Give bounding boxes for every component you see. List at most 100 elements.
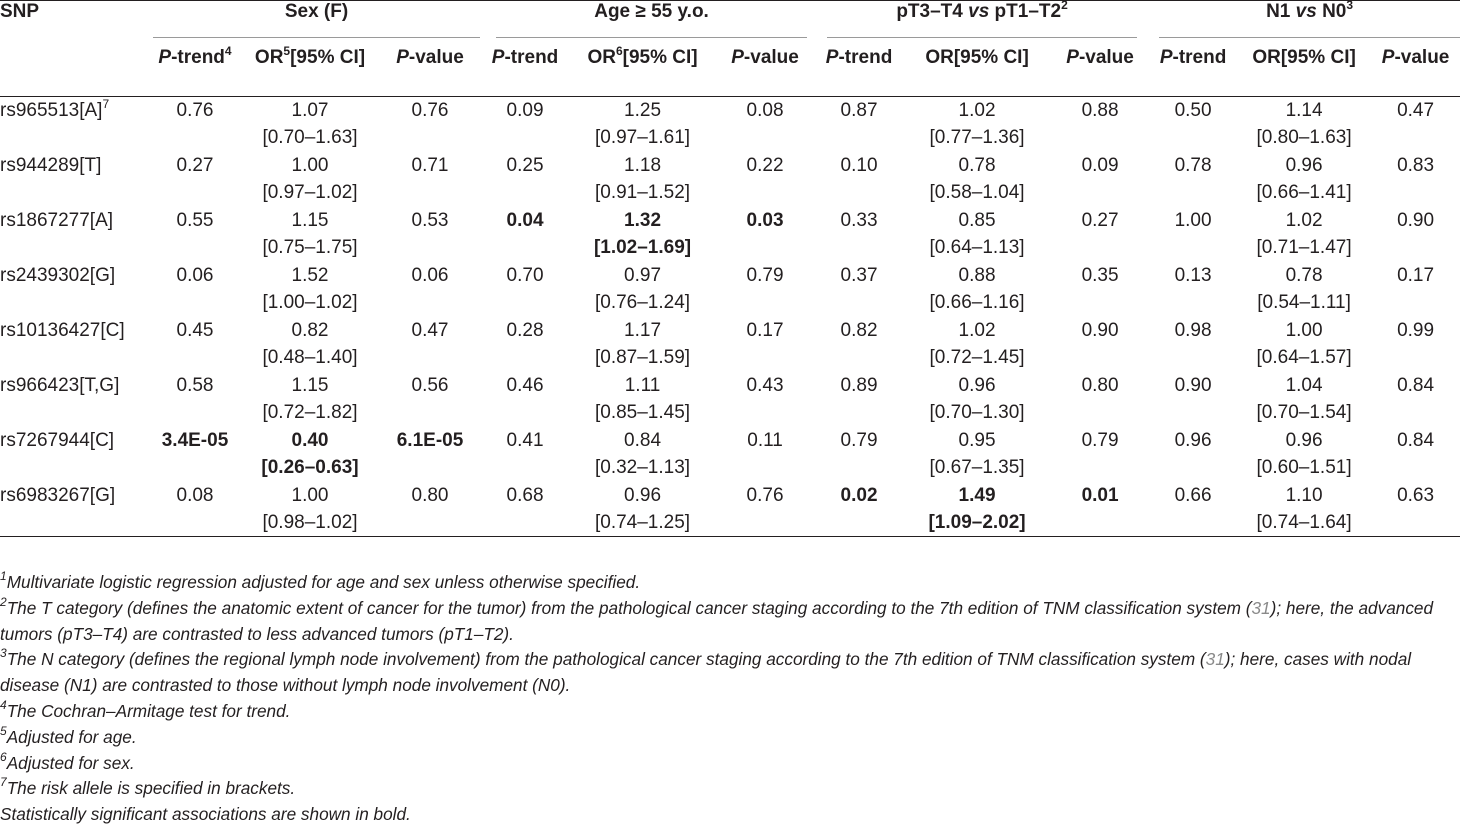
or-ci-cell: 1.02 [0.71–1.47] (1237, 207, 1371, 262)
or-ci-cell: 1.18 [0.91–1.52] (570, 152, 715, 207)
pvalue-cell: 0.76 (411, 100, 449, 121)
odds-ratio: 0.84 (624, 429, 662, 451)
ptrend-cell: 0.46 (506, 374, 544, 396)
pvalue-cell: 0.56 (411, 374, 449, 396)
or-ci-cell: 1.00 [0.97–1.02] (240, 152, 380, 207)
or-ci-cell: 1.00 [0.98–1.02] (240, 482, 380, 537)
pvalue-cell: 0.79 (746, 264, 784, 286)
group-header-row: SNP Sex (F) Age ≥ 55 y.o. pT3–T4 vs pT1–… (0, 0, 1460, 47)
snp-header: SNP (0, 1, 40, 22)
ptrend-cell: 0.06 (176, 264, 214, 286)
or-ci-cell: 1.10 [0.74–1.64] (1237, 482, 1371, 537)
or-ci-cell: 1.04 [0.70–1.54] (1237, 372, 1371, 427)
odds-ratio: 0.85 (958, 209, 996, 231)
or-ci-cell: 0.88 [0.66–1.16] (903, 262, 1051, 317)
ptrend-cell: 0.68 (506, 484, 544, 506)
group-header-sex: Sex (F) (150, 1, 481, 47)
group-header-age: Age ≥ 55 y.o. (480, 1, 815, 47)
reference-link[interactable]: 31 (1205, 649, 1225, 670)
snp-cell: rs1867277[A] (0, 209, 114, 231)
subheader-ptrend: P-trend (1159, 46, 1227, 68)
confidence-interval: [0.64–1.57] (1256, 346, 1352, 368)
subheader-or: OR6[95% CI] (587, 43, 698, 68)
or-ci-cell: 0.96 [0.60–1.51] (1237, 427, 1371, 482)
table-row: rs6983267[G] 0.08 1.00 [0.98–1.02] 0.80 0.68 0… (0, 482, 1460, 537)
footnote: 3The N category (defines the regional ly… (0, 646, 1412, 696)
odds-ratio: 1.15 (291, 374, 329, 396)
pvalue-cell: 0.17 (746, 319, 784, 341)
ptrend-cell: 0.98 (1174, 319, 1212, 341)
or-ci-cell: 0.85 [0.64–1.13] (903, 207, 1051, 262)
snp-cell: rs2439302[G] (0, 264, 116, 286)
pvalue-cell: 0.17 (1397, 264, 1435, 286)
table-row: rs2439302[G] 0.06 1.52 [1.00–1.02] 0.06 0.70 0… (0, 262, 1460, 317)
or-ci-cell: 1.07 [0.70–1.63] (240, 97, 380, 152)
snp-cell: rs7267944[C] (0, 429, 115, 451)
confidence-interval: [0.72–1.82] (262, 401, 358, 423)
pvalue-cell: 0.80 (1081, 374, 1119, 396)
ptrend-cell: 0.55 (176, 209, 214, 231)
snp-cell: rs965513[A]7 (0, 97, 110, 121)
odds-ratio: 1.32 (624, 209, 662, 231)
pvalue-cell: 0.90 (1081, 319, 1119, 341)
confidence-interval: [1.00–1.02] (262, 291, 358, 313)
odds-ratio: 1.10 (1285, 484, 1323, 506)
snp-cell: rs966423[T,G] (0, 374, 120, 396)
or-ci-cell: 1.15 [0.72–1.82] (240, 372, 380, 427)
pvalue-cell: 0.43 (746, 374, 784, 396)
footnote: 2The T category (defines the anatomic ex… (0, 594, 1434, 644)
confidence-interval: [0.87–1.59] (594, 346, 691, 368)
or-ci-cell: 1.15 [0.75–1.75] (240, 207, 380, 262)
or-ci-cell: 0.96 [0.74–1.25] (570, 482, 715, 537)
subheader-ptrend: P-trend4 (158, 43, 232, 68)
ptrend-cell: 0.09 (506, 100, 544, 121)
odds-ratio: 1.17 (624, 319, 662, 341)
pvalue-cell: 0.53 (411, 209, 449, 231)
ptrend-cell: 0.79 (840, 429, 878, 451)
odds-ratio: 0.82 (291, 319, 329, 341)
reference-link[interactable]: 31 (1251, 597, 1271, 618)
table-row: rs944289[T] 0.27 1.00 [0.97–1.02] 0.71 0.25 1.… (0, 152, 1460, 207)
confidence-interval: [0.66–1.41] (1256, 181, 1352, 203)
pvalue-cell: 0.11 (747, 429, 783, 451)
odds-ratio: 1.49 (958, 484, 996, 506)
or-ci-cell: 0.95 [0.67–1.35] (903, 427, 1051, 482)
footnote: 1Multivariate logistic regression adjust… (0, 569, 641, 592)
ptrend-cell: 0.02 (840, 484, 878, 506)
confidence-interval: [1.09–2.02] (928, 511, 1026, 533)
pvalue-cell: 0.71 (411, 154, 449, 176)
pvalue-cell: 0.83 (1397, 154, 1435, 176)
confidence-interval: [0.75–1.75] (262, 236, 358, 258)
confidence-interval: [0.26–0.63] (261, 456, 359, 478)
or-ci-cell: 1.25 [0.97–1.61] (570, 97, 715, 152)
ptrend-cell: 0.90 (1174, 374, 1212, 396)
or-ci-cell: 0.96 [0.70–1.30] (903, 372, 1051, 427)
odds-ratio: 0.96 (1285, 154, 1323, 176)
subheader-ptrend: P-trend (825, 46, 893, 68)
confidence-interval: [0.97–1.02] (262, 181, 358, 203)
odds-ratio: 1.15 (291, 209, 329, 231)
pvalue-cell: 0.90 (1397, 209, 1435, 231)
confidence-interval: [0.70–1.30] (929, 401, 1025, 423)
subheader-pvalue: P-value (396, 46, 464, 68)
odds-ratio: 1.25 (624, 100, 662, 121)
or-ci-cell: 1.14 [0.80–1.63] (1237, 97, 1371, 152)
odds-ratio: 0.78 (1285, 264, 1323, 286)
ptrend-cell: 0.58 (176, 374, 214, 396)
footnote: 5Adjusted for age. (0, 723, 137, 747)
subheader-pvalue: P-value (1066, 46, 1134, 68)
or-ci-cell: 0.78 [0.54–1.11] (1237, 262, 1371, 317)
pvalue-cell: 6.1E-05 (396, 429, 464, 451)
confidence-interval: [1.02–1.69] (593, 236, 692, 258)
odds-ratio: 1.00 (291, 484, 329, 506)
odds-ratio: 1.04 (1285, 374, 1323, 396)
ptrend-cell: 0.37 (840, 264, 878, 286)
or-ci-cell: 1.11 [0.85–1.45] (570, 372, 715, 427)
ptrend-cell: 0.41 (506, 429, 544, 451)
snp-cell: rs944289[T] (0, 154, 102, 176)
or-ci-cell: 0.84 [0.32–1.13] (570, 427, 715, 482)
table-body: rs965513[A]7 0.76 1.07 [0.70–1.63] 0.76 0.09 1… (0, 97, 1460, 537)
odds-ratio: 0.96 (958, 374, 996, 396)
confidence-interval: [0.98–1.02] (262, 511, 358, 533)
odds-ratio: 1.11 (624, 374, 661, 396)
